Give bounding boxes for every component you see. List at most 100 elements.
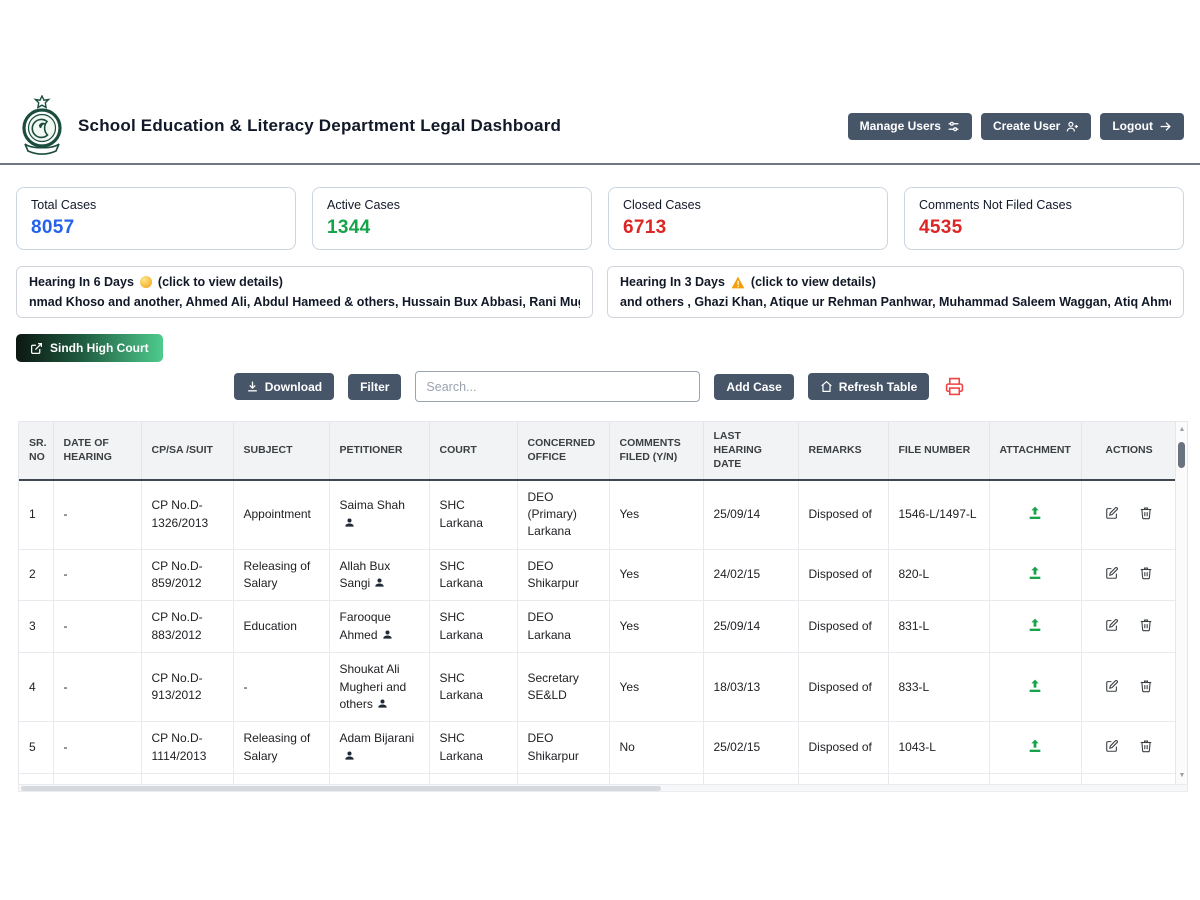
delete-case-button[interactable] — [1135, 677, 1157, 698]
cell-sr-no: 2 — [19, 549, 54, 602]
cell-attachment — [989, 721, 1082, 775]
cell-attachment — [989, 652, 1082, 723]
cell-cp-sa-suit: CP No.D-883/2012 — [141, 600, 234, 654]
print-button[interactable] — [943, 375, 966, 398]
filter-button[interactable]: Filter — [348, 373, 402, 400]
cell-file-number: 1043-L — [888, 721, 990, 775]
download-button[interactable]: Download — [233, 373, 335, 400]
cell-comments-filed: No — [609, 721, 704, 775]
cell-actions — [1081, 549, 1178, 602]
alert-title: Hearing In 3 Days — [620, 275, 725, 289]
trash-icon — [1140, 740, 1152, 753]
cell-actions — [1081, 600, 1178, 654]
scroll-down-arrow[interactable]: ▼ — [1178, 772, 1186, 779]
cell-comments-filed: - — [609, 773, 704, 784]
table-row: 1 - CP No.D-1326/2013 Appointment Saima … — [19, 479, 1178, 550]
sindh-high-court-label: Sindh High Court — [50, 341, 149, 355]
hearing-3-days-alert[interactable]: Hearing In 3 Days (click to view details… — [607, 266, 1184, 318]
cell-concerned-office: DEO (Primary) Larkana — [517, 479, 610, 550]
search-input[interactable] — [415, 371, 701, 402]
refresh-table-button[interactable]: Refresh Table — [807, 373, 930, 400]
edit-case-button[interactable] — [1101, 564, 1123, 585]
delete-case-button[interactable] — [1135, 616, 1157, 637]
create-user-button[interactable]: Create User — [980, 112, 1092, 140]
upload-attachment-button[interactable] — [1023, 503, 1047, 526]
delete-case-button[interactable] — [1135, 737, 1157, 758]
sindh-high-court-button[interactable]: Sindh High Court — [16, 334, 163, 362]
trash-icon — [1140, 619, 1152, 632]
cell-actions — [1081, 652, 1178, 723]
cell-sr-no: 6 — [19, 773, 54, 784]
upload-attachment-button[interactable] — [1023, 563, 1047, 586]
edit-icon — [1106, 679, 1118, 692]
cell-concerned-office: Secretary SE&LD — [517, 652, 610, 723]
logout-button[interactable]: Logout — [1100, 112, 1184, 140]
trash-icon — [1140, 507, 1152, 520]
cell-subject: Releasing of Salary — [233, 721, 330, 775]
create-user-label: Create User — [992, 119, 1061, 133]
cell-petitioner: Allah Bux Sangi — [329, 549, 430, 602]
upload-attachment-button[interactable] — [1023, 676, 1047, 699]
cell-court: SHC Larkana — [429, 773, 518, 784]
cell-court: SHC Larkana — [429, 549, 518, 602]
person-icon — [344, 751, 354, 760]
trash-icon — [1140, 680, 1152, 692]
court-link-row: Sindh High Court — [0, 318, 1200, 362]
stat-value: 6713 — [623, 217, 667, 238]
cell-attachment — [989, 549, 1082, 602]
cell-concerned-office: DEO Shikarpur — [517, 549, 610, 602]
column-header-remarks: REMARKS — [798, 422, 889, 481]
edit-case-button[interactable] — [1101, 737, 1123, 758]
vertical-scrollbar[interactable]: ▲ ▼ — [1175, 422, 1187, 784]
edit-case-button[interactable] — [1101, 677, 1123, 698]
cell-petitioner: Adam Bijarani — [329, 721, 430, 775]
delete-case-button[interactable] — [1135, 504, 1157, 525]
manage-users-button[interactable]: Manage Users — [847, 112, 972, 140]
edit-icon — [1106, 740, 1118, 752]
cell-attachment — [989, 600, 1082, 654]
edit-case-button[interactable] — [1101, 504, 1123, 525]
delete-case-button[interactable] — [1135, 564, 1157, 585]
header-actions: Manage Users Create User Logout — [847, 112, 1184, 140]
manage-users-label: Manage Users — [859, 119, 941, 133]
cell-last-hearing-date: 16/10/25 — [703, 773, 799, 784]
vertical-scrollbar-thumb[interactable] — [1178, 442, 1185, 468]
column-header-cp-sa-suit: CP/SA /SUIT — [141, 422, 234, 481]
hearing-6-days-alert[interactable]: Hearing In 6 Days (click to view details… — [16, 266, 593, 318]
upload-icon — [1029, 679, 1041, 692]
cell-date-of-hearing: - — [53, 721, 142, 775]
user-plus-icon — [1067, 121, 1079, 131]
cases-table-zone: SR. NO DATE OF HEARING CP/SA /SUIT SUBJECT P… — [0, 402, 1200, 792]
upload-attachment-button[interactable] — [1023, 736, 1047, 759]
cell-court: SHC Larkana — [429, 600, 518, 654]
table-row: 2 - CP No.D-859/2012 Releasing of Salary… — [19, 549, 1178, 602]
column-header-court: COURT — [429, 422, 518, 481]
stat-card-total-cases: Total Cases 8057 — [16, 187, 296, 250]
stat-card-comments-not-filed: Comments Not Filed Cases 4535 — [904, 187, 1184, 250]
cell-court: SHC Larkana — [429, 652, 518, 723]
horizontal-scrollbar-thumb[interactable] — [21, 786, 661, 791]
horizontal-scrollbar[interactable] — [18, 784, 1188, 792]
column-header-concerned-office: CONCERNED OFFICE — [517, 422, 610, 481]
cell-remarks: Disposed of — [798, 479, 889, 550]
sliders-icon — [948, 121, 959, 131]
cell-cp-sa-suit: CP No.D-913/2012 — [141, 652, 234, 723]
add-case-button[interactable]: Add Case — [714, 373, 794, 400]
cell-file-number: 820-L — [888, 549, 990, 602]
upload-attachment-button[interactable] — [1023, 615, 1047, 638]
edit-icon — [1106, 506, 1118, 519]
person-icon — [344, 518, 354, 527]
column-header-last-hearing-date: LAST HEARING DATE — [703, 422, 799, 481]
cell-actions — [1081, 721, 1178, 775]
edit-icon — [1106, 619, 1118, 631]
alert-petitioner-names: nmad Khoso and another, Ahmed Ali, Abdul… — [29, 295, 580, 309]
scroll-up-arrow[interactable]: ▲ — [1178, 426, 1186, 433]
edit-case-button[interactable] — [1101, 616, 1123, 637]
table-row: 4 - CP No.D-913/2012 - Shoukat Ali Mughe… — [19, 652, 1178, 723]
stat-value: 1344 — [327, 217, 371, 238]
printer-icon — [946, 377, 964, 396]
sindh-crest-icon — [22, 95, 62, 155]
column-header-petitioner: PETITIONER — [329, 422, 430, 481]
cell-court: SHC Larkana — [429, 479, 518, 550]
cell-date-of-hearing: - — [53, 652, 142, 723]
